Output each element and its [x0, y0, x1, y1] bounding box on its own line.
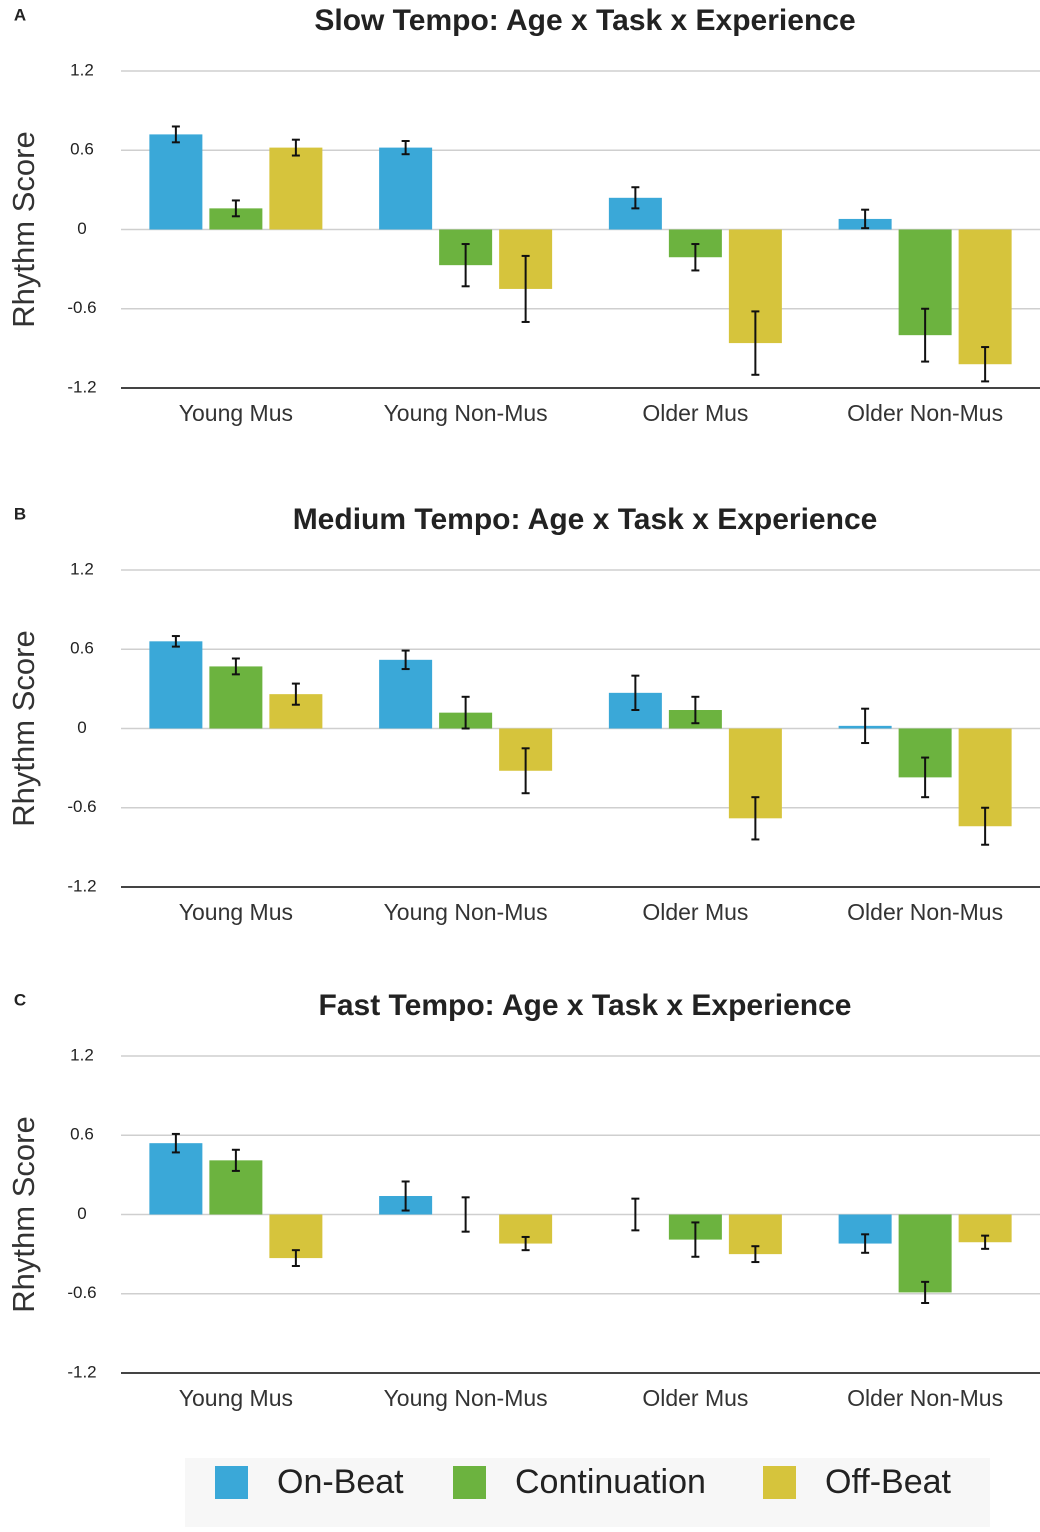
- x-tick-label: Young Mus: [179, 400, 293, 426]
- bar: [269, 147, 323, 230]
- legend-swatch: [215, 1466, 248, 1499]
- x-tick-label: Young Non-Mus: [384, 400, 548, 426]
- y-tick-label: -0.6: [67, 797, 96, 816]
- panel-label: C: [14, 990, 26, 1009]
- y-tick-label: 0.6: [70, 639, 94, 658]
- y-tick-label: 0: [77, 1204, 86, 1223]
- bar: [149, 641, 203, 729]
- y-axis-label: Rhythm Score: [6, 131, 41, 327]
- y-tick-label: -1.2: [67, 377, 96, 396]
- x-tick-label: Young Non-Mus: [384, 1385, 548, 1411]
- legend-background: [185, 1458, 990, 1527]
- y-tick-label: 0: [77, 219, 86, 238]
- bar: [958, 229, 1012, 365]
- x-tick-label: Older Non-Mus: [847, 1385, 1003, 1411]
- y-tick-label: -1.2: [67, 1362, 96, 1381]
- legend-label: Continuation: [515, 1463, 706, 1501]
- y-tick-label: -1.2: [67, 876, 96, 895]
- chart-title: Slow Tempo: Age x Task x Experience: [314, 4, 855, 37]
- x-tick-label: Older Mus: [642, 899, 748, 925]
- x-tick-label: Young Mus: [179, 899, 293, 925]
- y-axis-label: Rhythm Score: [6, 1116, 41, 1312]
- bar: [379, 147, 433, 230]
- y-tick-label: 1.2: [70, 559, 94, 578]
- y-tick-label: 0: [77, 718, 86, 737]
- chart-title: Medium Tempo: Age x Task x Experience: [293, 503, 878, 536]
- bar: [209, 208, 263, 230]
- legend-swatch: [453, 1466, 486, 1499]
- y-tick-label: -0.6: [67, 1283, 96, 1302]
- y-tick-label: 1.2: [70, 1045, 94, 1064]
- chart-title: Fast Tempo: Age x Task x Experience: [319, 989, 852, 1022]
- y-tick-label: -0.6: [67, 298, 96, 317]
- bar: [149, 1143, 203, 1215]
- x-tick-label: Older Non-Mus: [847, 400, 1003, 426]
- y-axis-label: Rhythm Score: [6, 630, 41, 826]
- y-tick-label: 0.6: [70, 1125, 94, 1144]
- bar: [898, 1214, 952, 1293]
- legend-label: On-Beat: [277, 1463, 404, 1501]
- panel-label: A: [14, 5, 26, 24]
- bar: [209, 666, 263, 729]
- x-tick-label: Young Non-Mus: [384, 899, 548, 925]
- legend-swatch: [763, 1466, 796, 1499]
- x-tick-label: Older Mus: [642, 400, 748, 426]
- x-tick-label: Older Mus: [642, 1385, 748, 1411]
- x-tick-label: Young Mus: [179, 1385, 293, 1411]
- y-tick-label: 1.2: [70, 60, 94, 79]
- panel-label: B: [14, 504, 26, 523]
- y-tick-label: 0.6: [70, 140, 94, 159]
- legend-label: Off-Beat: [825, 1463, 952, 1501]
- x-tick-label: Older Non-Mus: [847, 899, 1003, 925]
- bar: [379, 659, 433, 729]
- bar: [149, 134, 203, 230]
